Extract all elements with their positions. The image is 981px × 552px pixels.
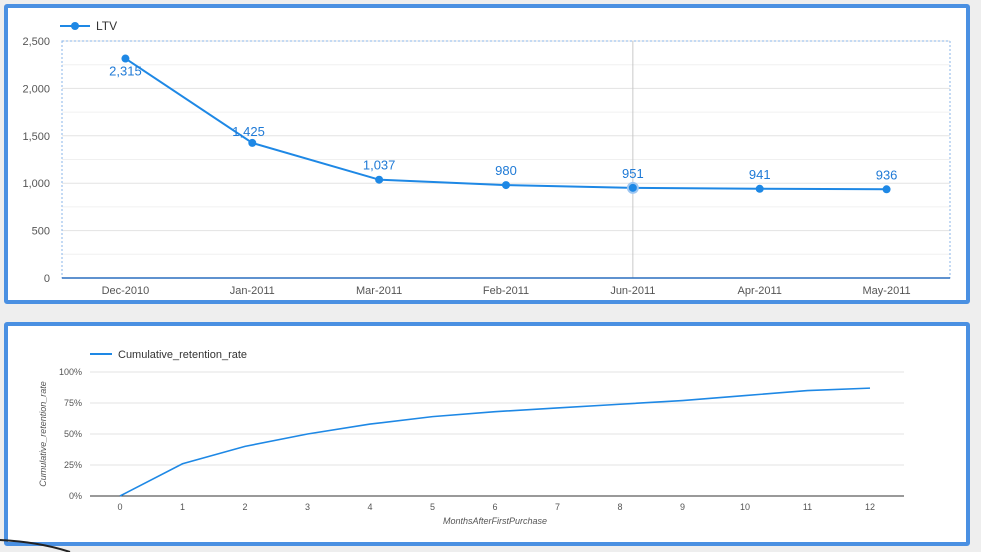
y-tick-label: 2,000 <box>22 83 50 95</box>
x-tick-label: 0 <box>117 502 122 512</box>
retention-series-line <box>119 387 871 497</box>
x-tick-label: 5 <box>430 502 435 512</box>
x-axis-title: MonthsAfterFirstPurchase <box>443 516 547 526</box>
y-tick-label: 25% <box>64 460 82 470</box>
ltv-point <box>375 175 384 184</box>
retention-line-chart: 0%25%50%75%100%0 1 2 3 4 5 6 7 8 9 10 11 12MonthsAft… <box>38 349 904 526</box>
x-tick-label: 1 <box>180 502 185 512</box>
y-tick-label: 100% <box>59 367 82 377</box>
x-tick-label: 10 <box>740 502 750 512</box>
decorative-stroke <box>0 539 71 552</box>
ltv-data-label: 951 <box>622 166 644 181</box>
x-tick-label: 6 <box>492 502 497 512</box>
ltv-line-chart: 0 500 1,000 1,500 2,000 2,500 Dec-2010 Jan-2011… <box>22 19 951 297</box>
y-tick-label: 0 <box>44 273 50 285</box>
ltv-point <box>121 54 130 63</box>
x-tick-label: Jun-2011 <box>610 285 655 297</box>
y-axis-title: Cumulative_retention_rate <box>38 381 48 487</box>
ltv-point <box>248 138 257 147</box>
x-tick-label: Feb-2011 <box>483 285 529 297</box>
ltv-data-label: 980 <box>495 163 517 178</box>
x-tick-label: 12 <box>865 502 875 512</box>
ltv-data-label: 1,037 <box>363 158 396 173</box>
x-tick-label: 8 <box>617 502 622 512</box>
y-tick-label: 2,500 <box>22 36 50 48</box>
y-tick-label: 50% <box>64 429 82 439</box>
y-tick-label: 500 <box>32 226 50 238</box>
legend-label: Cumulative_retention_rate <box>118 349 247 361</box>
ltv-point <box>882 185 891 194</box>
y-tick-label: 1,500 <box>22 131 50 143</box>
legend-swatch-marker <box>71 22 79 30</box>
ltv-data-label: 936 <box>876 167 898 182</box>
x-tick-label: Dec-2010 <box>102 285 150 297</box>
legend-label: LTV <box>96 19 117 33</box>
x-tick-label: Mar-2011 <box>356 285 402 297</box>
y-tick-label: 0% <box>69 491 82 501</box>
x-tick-label: Jan-2011 <box>230 285 275 297</box>
x-tick-label: 11 <box>803 502 812 512</box>
x-tick-label: 9 <box>680 502 685 512</box>
y-tick-label: 1,000 <box>22 178 50 190</box>
x-tick-label: May-2011 <box>863 285 911 297</box>
ltv-data-label: 941 <box>749 167 771 182</box>
x-tick-label: 3 <box>305 502 310 512</box>
ltv-chart-panel: 0 500 1,000 1,500 2,000 2,500 Dec-2010 Jan-2011… <box>4 4 970 304</box>
x-tick-label: 7 <box>555 502 560 512</box>
x-tick-label: 4 <box>367 502 372 512</box>
ltv-data-label: 2,315 <box>109 64 142 79</box>
ltv-point <box>755 184 764 193</box>
retention-chart-panel: 0% 25% 50% 75% 100% 0 1 2 3 4 5 6 7 8 9 10 11 12 MonthsAft… <box>4 322 970 546</box>
y-tick-label: 75% <box>64 398 82 408</box>
ltv-point <box>626 181 639 194</box>
ltv-data-label: 1,425 <box>232 124 265 139</box>
x-tick-label: 2 <box>242 502 247 512</box>
x-tick-label: Apr-2011 <box>737 285 781 297</box>
ltv-point <box>502 181 510 190</box>
